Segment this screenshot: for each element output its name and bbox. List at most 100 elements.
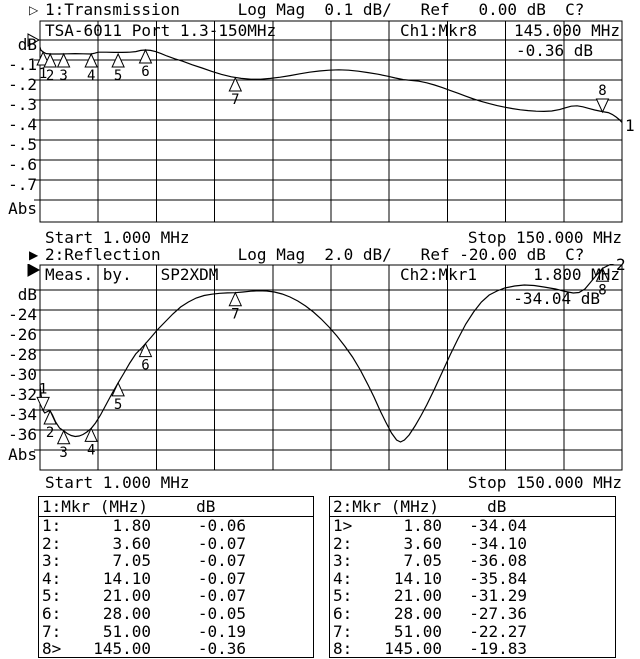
svg-text:5: 5 [114, 397, 122, 413]
marker-table-ch1: 1:Mkr (MHz) dB 1: 1.80 -0.06 2: 3.60 -0.07 3: 7.… [38, 496, 314, 658]
ch1-marker-freq-readout: 145.000 MHz [514, 21, 620, 40]
ch1-marker-8: 8 [595, 83, 610, 114]
marker-table-row: 6: 28.00 -27.36 [330, 605, 615, 623]
marker-table-row: 2: 3.60 -0.07 [39, 535, 313, 553]
marker-frequency-mhz: 7.05 [403, 551, 442, 571]
marker-table-row: 6: 28.00 -0.05 [39, 605, 313, 623]
marker-frequency-mhz: 145.00 [93, 639, 151, 659]
marker-value-db: -34.10 [469, 533, 527, 553]
marker-value-db: -34.04 [469, 516, 527, 535]
svg-text:6: 6 [141, 64, 149, 80]
ch2-active-marker-label: Ch2:Mkr1 [400, 265, 478, 284]
ch1-marker-7: 7 [228, 76, 243, 108]
svg-text:1: 1 [39, 66, 47, 82]
ch2-trace-number: 2 [616, 255, 626, 274]
ch1-ytick--.5: -.5 [8, 135, 37, 154]
ch2-graticule [34, 264, 623, 471]
marker-number: 8> [42, 639, 62, 659]
marker-number: 5: [333, 586, 353, 606]
svg-text:3: 3 [59, 68, 67, 84]
marker-frequency-mhz: 3.60 [403, 533, 442, 553]
ch2-marker-freq-readout: 1.800 MHz [533, 265, 620, 284]
marker-number: 7: [333, 621, 353, 641]
marker-table-row: 5: 21.00 -31.29 [330, 587, 615, 605]
marker-value-db: -0.19 [197, 621, 246, 641]
marker-value-db: -22.27 [469, 621, 527, 641]
marker-frequency-mhz: 28.00 [102, 603, 151, 623]
svg-text:8: 8 [598, 282, 606, 298]
ch1-unit-label: dB [17, 35, 37, 54]
svg-text:7: 7 [231, 92, 239, 108]
ch2-ytick--26: -26 [8, 325, 37, 344]
marker-value-db: -0.07 [197, 568, 246, 588]
ch2-operator-label: Meas. by. SP2XDM [45, 265, 219, 284]
marker-table-header: 2:Mkr (MHz) dB [330, 497, 615, 517]
marker-frequency-mhz: 28.00 [393, 603, 442, 623]
svg-text:6: 6 [141, 358, 149, 374]
marker-table-row: 3: 7.05 -0.07 [39, 552, 313, 570]
ch1-trace-number: 1 [625, 116, 635, 135]
ch2-stop-freq: Stop 150.000 MHz [467, 473, 622, 492]
ch2-unit-label: dB [17, 285, 37, 304]
marker-frequency-mhz: 21.00 [393, 586, 442, 606]
marker-value-db: -0.36 [197, 639, 246, 659]
ch1-ytick--.3: -.3 [8, 95, 37, 114]
channel-1-marker-icon: ▷ [29, 3, 39, 17]
ch1-marker-4: 4 [84, 52, 98, 84]
marker-table-row: 7: 51.00 -22.27 [330, 623, 615, 641]
marker-table-row: 4: 14.10 -0.07 [39, 570, 313, 588]
ch2-marker-1: 1 [36, 381, 50, 412]
marker-value-db: -0.06 [197, 516, 246, 535]
ch1-start-freq: Start 1.000 MHz [45, 228, 190, 247]
marker-value-db: -0.07 [197, 551, 246, 571]
ch2-marker-7: 7 [228, 291, 243, 323]
svg-text:3: 3 [59, 445, 67, 461]
ch2-ytick--34: -34 [8, 405, 37, 424]
marker-value-db: -0.05 [197, 603, 246, 623]
marker-number: 1: [42, 516, 62, 535]
marker-value-db: -36.08 [469, 551, 527, 571]
marker-number: 4: [333, 568, 353, 588]
marker-table-row: 2: 3.60 -34.10 [330, 535, 615, 553]
marker-number: 6: [42, 603, 62, 623]
ch2-abs-label: Abs [8, 445, 37, 464]
ch2-ytick--24: -24 [8, 305, 37, 324]
marker-frequency-mhz: 21.00 [102, 586, 151, 606]
ch2-marker-value-readout: -34.04 dB [513, 289, 600, 308]
svg-text:2: 2 [46, 68, 54, 84]
ch1-ref-level-arrow-icon [27, 33, 41, 47]
marker-table-row: 8> 145.00 -0.36 [39, 640, 313, 658]
ch1-marker-2: 2 [43, 52, 57, 84]
marker-number: 1> [333, 516, 353, 535]
marker-number: 7: [42, 621, 62, 641]
svg-text:8: 8 [598, 83, 606, 99]
ch2-ref-level-arrow-icon [27, 264, 41, 277]
marker-number: 4: [42, 568, 62, 588]
marker-table-header: 1:Mkr (MHz) dB [39, 497, 313, 517]
marker-frequency-mhz: 1.80 [112, 516, 151, 535]
marker-number: 3: [333, 551, 353, 571]
ch1-ytick--.2: -.2 [8, 75, 37, 94]
marker-table-row: 8: 145.00 -19.83 [330, 640, 615, 658]
ch1-ytick--.1: -.1 [8, 55, 37, 74]
marker-number: 6: [333, 603, 353, 623]
marker-frequency-mhz: 1.80 [403, 516, 442, 535]
marker-table-row: 5: 21.00 -0.07 [39, 587, 313, 605]
ch2-title: 2:Reflection Log Mag 2.0 dB/ Ref -20.00 … [45, 245, 585, 264]
marker-number: 2: [42, 533, 62, 553]
svg-text:5: 5 [114, 68, 122, 84]
marker-value-db: -0.07 [197, 586, 246, 606]
ch2-marker-5: 5 [111, 381, 125, 413]
ch1-title: 1:Transmission Log Mag 0.1 dB/ Ref 0.00 … [45, 0, 585, 19]
marker-table-row: 7: 51.00 -0.19 [39, 623, 313, 641]
svg-text:7: 7 [231, 307, 239, 323]
ch1-marker-value-readout: -0.36 dB [515, 41, 593, 60]
ch1-ytick--.6: -.6 [8, 155, 37, 174]
marker-value-db: -35.84 [469, 568, 527, 588]
marker-number: 3: [42, 551, 62, 571]
ch2-marker-3: 3 [56, 429, 71, 461]
marker-frequency-mhz: 51.00 [393, 621, 442, 641]
svg-text:4: 4 [87, 442, 95, 458]
